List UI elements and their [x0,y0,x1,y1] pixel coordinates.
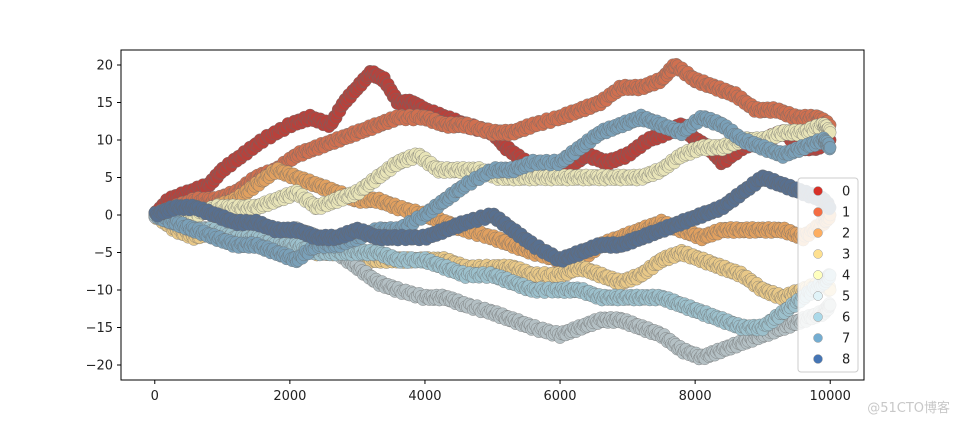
legend-marker [813,312,823,322]
y-tick-label: 5 [105,171,113,186]
y-tick-label: 20 [96,59,113,74]
legend-marker [813,207,823,217]
series-7-point [824,141,837,154]
watermark: @51CTO博客 [867,401,950,416]
series-layer [148,58,837,366]
y-axis: 20 15 10 5 0 −5 −10 −15 −20 [86,59,121,374]
legend-label: 3 [842,248,850,263]
legend-label: 7 [842,332,850,347]
y-tick-label: −15 [86,321,113,336]
legend-label: 4 [842,269,850,284]
series-1 [148,58,837,223]
y-tick-label: 10 [96,134,113,149]
legend-label: 2 [842,227,850,242]
x-tick-label: 6000 [543,389,576,404]
legend-marker [813,249,823,259]
x-tick-label: 4000 [408,389,441,404]
legend-marker [813,291,823,301]
y-tick-label: −20 [86,359,113,374]
x-tick-label: 2000 [273,389,306,404]
legend-marker [813,354,823,364]
legend-marker [813,228,823,238]
y-tick-label: −10 [86,284,113,299]
x-axis: 0 2000 4000 6000 8000 10000 [151,380,851,404]
legend-label: 8 [842,353,850,368]
legend-label: 0 [842,185,850,200]
legend-marker [813,270,823,280]
legend: 0 1 2 3 4 5 6 7 8 [797,177,859,373]
x-tick-label: 10000 [810,389,851,404]
x-tick-label: 0 [151,389,159,404]
y-tick-label: 0 [105,209,113,224]
legend-marker [813,186,823,196]
y-tick-label: −5 [94,246,113,261]
legend-marker [813,333,823,343]
x-tick-label: 8000 [679,389,712,404]
legend-label: 6 [842,311,850,326]
y-tick-label: 15 [96,96,113,111]
legend-label: 5 [842,290,850,305]
legend-label: 1 [842,206,850,221]
